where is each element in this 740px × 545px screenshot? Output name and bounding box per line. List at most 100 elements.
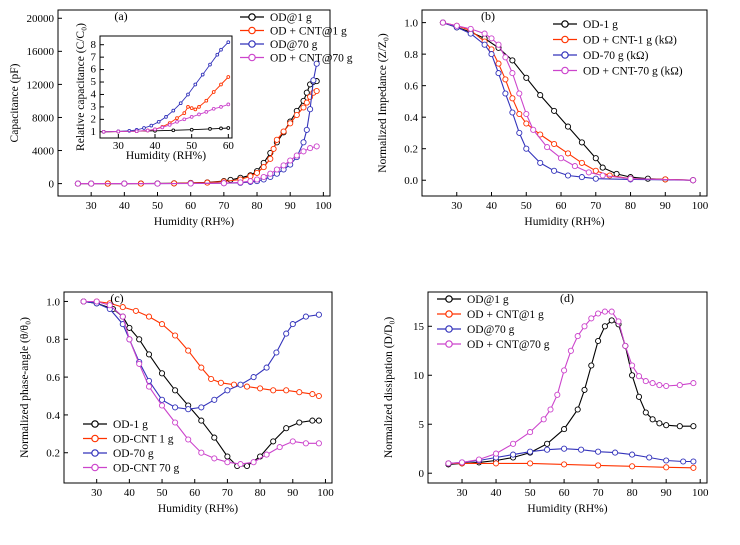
- data-point: [226, 102, 231, 107]
- legend-marker: [561, 35, 569, 44]
- y-tick-label: 0.6: [46, 372, 60, 384]
- data-point: [211, 434, 218, 441]
- data-point: [145, 351, 153, 358]
- data-point: [544, 440, 551, 447]
- data-point: [564, 123, 572, 130]
- legend-marker: [248, 26, 256, 35]
- data-point: [175, 119, 179, 124]
- data-point: [167, 123, 172, 127]
- data-point: [635, 393, 643, 400]
- data-point: [211, 396, 218, 403]
- x-axis-label: Humidity (RH%): [154, 216, 234, 228]
- panel-d: 30 40 50 60 70 80 90 100 0 5 10 15 Humidity (RH%) Nor…: [383, 291, 709, 515]
- y-tick-label: 0.4: [404, 112, 418, 124]
- y-tick-label: 1: [91, 126, 97, 138]
- data-point: [270, 438, 277, 445]
- x-tick-label: 60: [189, 487, 201, 499]
- data-point: [676, 423, 683, 430]
- data-point: [224, 453, 231, 460]
- data-point: [561, 461, 568, 468]
- data-point: [492, 460, 500, 467]
- data-point: [300, 104, 307, 111]
- data-point: [289, 438, 296, 445]
- x-tick-label: 90: [661, 487, 673, 499]
- legend-label: OD@1 g: [270, 12, 312, 24]
- y-tick-label: 10: [413, 370, 425, 382]
- data-point: [574, 333, 581, 340]
- legend-label: OD + CNT@1 g: [270, 26, 347, 38]
- x-tick-label: 30: [86, 200, 98, 212]
- legend-label: OD-1 g: [583, 19, 618, 31]
- x-tick-label: 80: [255, 487, 267, 499]
- legend-marker: [445, 340, 453, 348]
- data-point: [523, 74, 530, 81]
- data-point: [502, 54, 509, 61]
- x-tick-label: 60: [556, 200, 568, 212]
- data-point: [200, 72, 205, 77]
- data-point: [510, 451, 517, 458]
- plot-frame: [63, 291, 333, 484]
- data-point: [226, 75, 231, 79]
- data-point: [516, 110, 523, 118]
- data-point: [175, 116, 179, 120]
- data-point: [561, 426, 568, 433]
- y-tick-label: 3: [91, 101, 97, 113]
- data-point: [211, 106, 216, 111]
- x-tick-label: 100: [317, 487, 334, 499]
- y-tick-label: 16000: [27, 46, 55, 58]
- data-point: [182, 117, 187, 122]
- data-point: [676, 382, 683, 389]
- data-point: [172, 419, 179, 426]
- data-point: [315, 392, 322, 400]
- data-point: [164, 115, 168, 119]
- data-point: [303, 99, 310, 106]
- data-point: [158, 396, 166, 403]
- data-point: [106, 302, 113, 309]
- data-point: [219, 47, 223, 52]
- data-point: [592, 175, 599, 182]
- panel-b: 30 40 50 60 70 80 90 100 0.0 0.2 0.4 0.6 0.8 1.0 Humid…: [377, 9, 709, 228]
- data-point: [509, 109, 516, 116]
- x-axis-label: Humidity (RH%): [126, 150, 206, 162]
- legend: OD@1 g OD + CNT@1 g OD@70 g OD + CNT@70 g: [437, 294, 550, 351]
- data-point: [313, 87, 320, 95]
- data-point: [186, 105, 190, 109]
- data-point: [537, 92, 544, 99]
- data-point: [287, 157, 294, 164]
- x-tick-label: 80: [625, 200, 637, 212]
- data-point: [578, 446, 585, 453]
- data-point: [592, 155, 599, 162]
- data-point: [458, 459, 466, 466]
- data-point: [663, 457, 670, 464]
- data-point: [578, 174, 585, 181]
- legend-label: OD@1 g: [467, 294, 509, 306]
- data-point: [198, 364, 205, 371]
- data-point: [642, 378, 649, 385]
- x-tick-label: 80: [627, 487, 639, 499]
- y-tick-label: 0.8: [46, 334, 60, 346]
- legend-marker: [248, 13, 256, 21]
- x-tick-label: 60: [223, 140, 235, 152]
- data-point: [224, 387, 231, 394]
- data-point: [581, 386, 588, 393]
- data-point: [315, 311, 322, 318]
- data-point: [564, 150, 572, 157]
- data-point: [588, 362, 595, 369]
- data-point: [310, 77, 317, 84]
- data-point: [185, 347, 192, 354]
- data-point: [136, 360, 143, 367]
- data-point: [145, 128, 150, 133]
- data-point: [613, 170, 620, 177]
- x-tick-label: 30: [451, 200, 463, 212]
- data-point: [219, 126, 223, 131]
- data-point: [629, 463, 636, 470]
- legend-marker: [248, 40, 256, 48]
- data-point: [283, 387, 290, 394]
- y-axis-label: Normalized Impedance (Z/Z₀): [377, 33, 389, 173]
- y-tick-label: 0.8: [404, 49, 418, 61]
- legend-marker: [561, 20, 569, 28]
- y-tick-label: 6: [91, 64, 97, 76]
- x-tick-label: 30: [457, 487, 469, 499]
